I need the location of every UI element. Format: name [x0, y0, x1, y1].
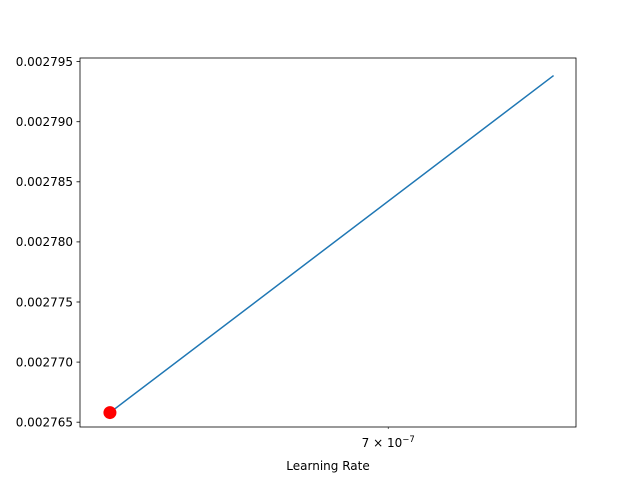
y-tick-label: 0.002780 — [16, 235, 73, 249]
y-tick-label: 0.002795 — [16, 55, 73, 69]
x-axis: 7 × 10−7 — [362, 427, 415, 450]
y-tick-label: 0.002770 — [16, 355, 73, 369]
plot-frame — [79, 57, 577, 428]
y-tick-label: 0.002765 — [16, 415, 73, 429]
y-tick-label: 0.002785 — [16, 175, 73, 189]
x-axis-label: Learning Rate — [286, 459, 369, 473]
y-tick-label: 0.002790 — [16, 115, 73, 129]
y-tick-label: 0.002775 — [16, 295, 73, 309]
plot-background — [80, 58, 576, 427]
series-layer — [103, 74, 555, 420]
y-axis: 0.002765 0.002770 0.002775 0.002780 0.002785… — [16, 55, 80, 429]
highlight-point — [103, 406, 117, 420]
x-tick-label: 7 × 10−7 — [362, 435, 415, 450]
series-line — [108, 74, 555, 414]
